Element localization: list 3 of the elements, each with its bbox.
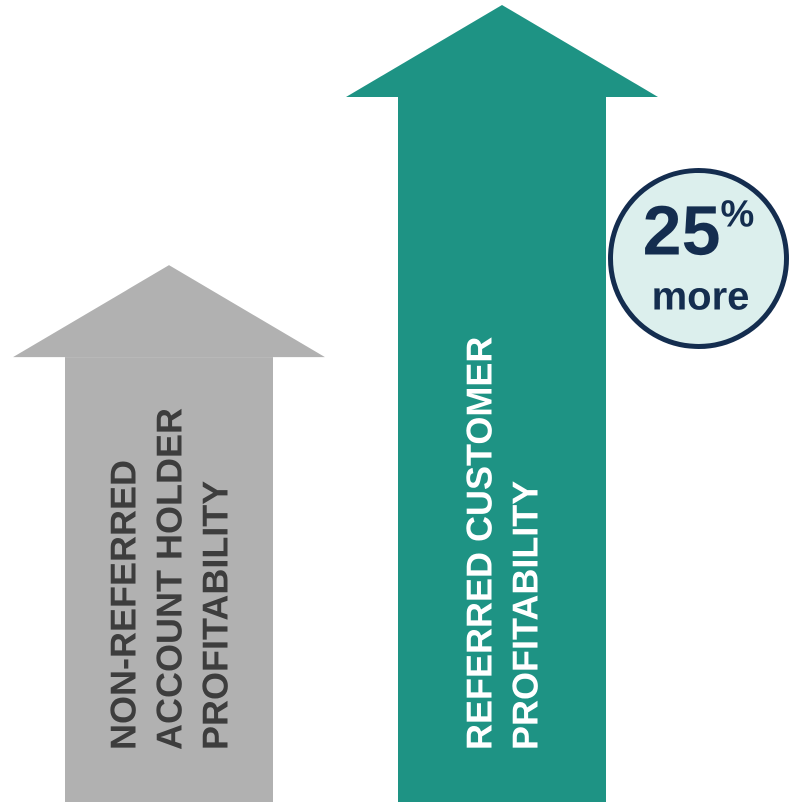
- x-tick-label: NON-REFERRED ACCOUNT HOLDER PROFITABILITY: [102, 408, 236, 750]
- x-tick-label: REFERRED CUSTOMER PROFITABILITY: [458, 336, 546, 750]
- annotation: 25% more: [642, 192, 754, 318]
